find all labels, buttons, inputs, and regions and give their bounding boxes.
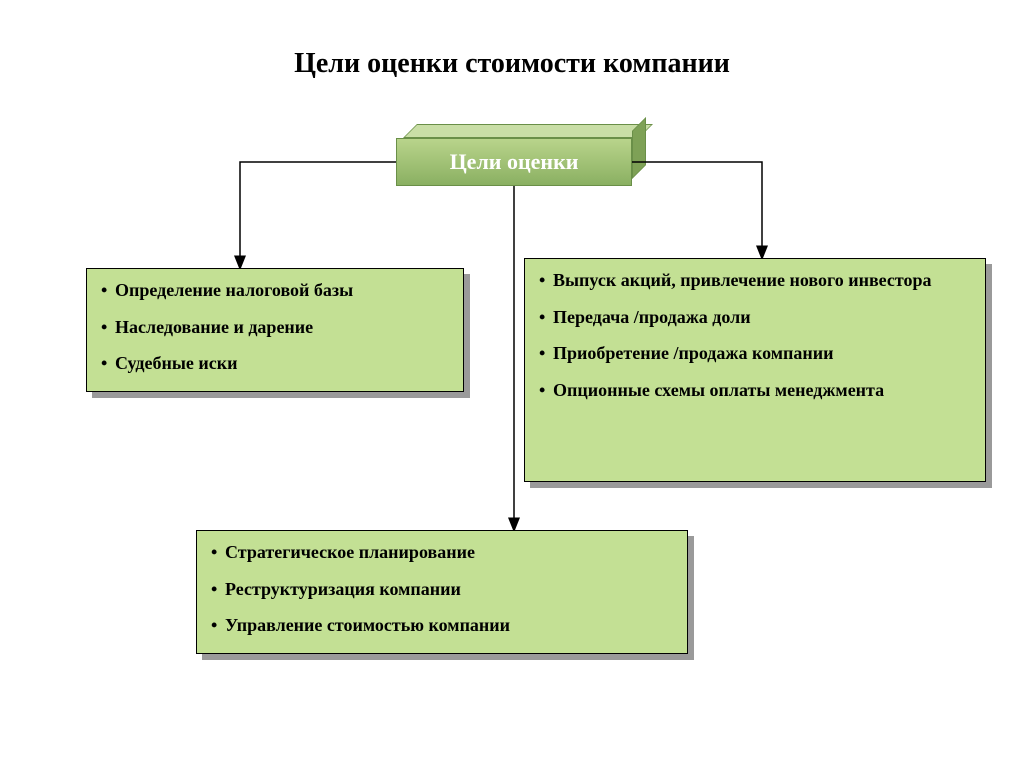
bottom-box: Стратегическое планирование Реструктуриза… (196, 530, 688, 654)
bottom-box-list: Стратегическое планирование Реструктуриза… (211, 541, 673, 637)
list-item: Приобретение /продажа компании (539, 342, 971, 365)
left-box-list: Определение налоговой базы Наследование и… (101, 279, 449, 375)
right-box: Выпуск акций, привлечение нового инвесто… (524, 258, 986, 482)
list-item: Передача /продажа доли (539, 306, 971, 329)
list-item: Реструктуризация компании (211, 578, 673, 601)
list-item: Судебные иски (101, 352, 449, 375)
root-box-label: Цели оценки (450, 149, 579, 175)
list-item: Опционные схемы оплаты менеджмента (539, 379, 971, 402)
left-box: Определение налоговой базы Наследование и… (86, 268, 464, 392)
root-box: Цели оценки (396, 138, 632, 186)
list-item: Управление стоимостью компании (211, 614, 673, 637)
root-box-top-face (403, 124, 653, 138)
list-item: Определение налоговой базы (101, 279, 449, 302)
list-item: Наследование и дарение (101, 316, 449, 339)
list-item: Стратегическое планирование (211, 541, 673, 564)
list-item: Выпуск акций, привлечение нового инвесто… (539, 269, 971, 292)
right-box-list: Выпуск акций, привлечение нового инвесто… (539, 269, 971, 401)
page-title: Цели оценки стоимости компании (0, 48, 1024, 80)
